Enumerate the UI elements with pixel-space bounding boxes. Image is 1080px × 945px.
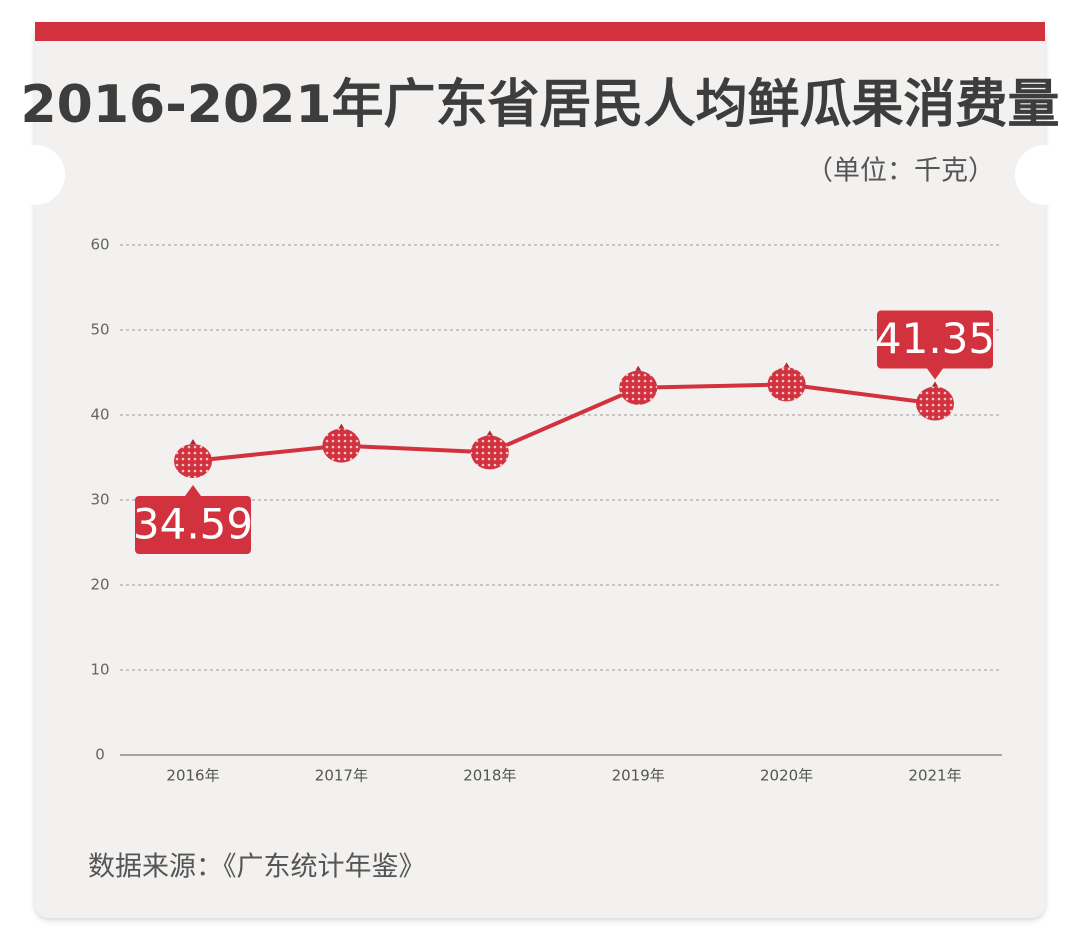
marker (767, 362, 806, 402)
marker (322, 423, 361, 463)
marker-texture (916, 386, 954, 421)
y-tick-label: 60 (90, 236, 109, 254)
label-pointer (927, 368, 943, 380)
line (192, 382, 936, 463)
x-tick-label: 2021年 (908, 767, 961, 785)
marker-stem (783, 362, 790, 368)
unit-label: （单位：千克） (806, 156, 995, 187)
marker-stem (932, 381, 938, 387)
marker-stem (635, 365, 642, 371)
top-bar (35, 22, 1045, 41)
x-tick-label: 2017年 (315, 767, 368, 785)
marker-texture (322, 428, 361, 463)
y-tick-label: 10 (90, 661, 109, 679)
x-tick-label: 2020年 (760, 767, 813, 785)
x-tick-label: 2019年 (612, 767, 665, 785)
marker-stem (338, 423, 345, 429)
notch (5, 145, 65, 205)
plot-area: 0 10 20 30 40 50 60 2016年 34.59 2017年 2018年 2019年 20… (90, 236, 1002, 785)
card (5, 22, 1075, 918)
x-tick-label: 2016年 (166, 767, 219, 785)
source: 数据来源：《广东统计年鉴》 (88, 852, 426, 883)
marker (174, 438, 212, 478)
data-label: 34.59 (133, 499, 253, 548)
marker-stem (486, 430, 493, 436)
marker-texture (174, 443, 212, 478)
card-background (35, 22, 1045, 918)
data-label: 41.35 (875, 314, 995, 363)
marker (470, 430, 509, 470)
marker-texture (767, 367, 806, 402)
label-pointer (185, 484, 201, 496)
marker (619, 365, 658, 405)
marker-stem (190, 438, 196, 444)
label-box (135, 495, 251, 554)
chart-title: 2016-2021年广东省居民人均鲜瓜果消费量 (20, 75, 1059, 135)
y-tick-label: 40 (90, 406, 109, 424)
y-tick-label: 20 (90, 576, 109, 594)
label-box (877, 310, 993, 369)
y-tick-label: 30 (90, 491, 109, 509)
x-tick-label: 2018年 (463, 767, 516, 785)
marker-texture (619, 370, 658, 405)
y-tick-label: 0 (95, 746, 105, 764)
marker-texture (470, 435, 509, 470)
marker (916, 381, 954, 421)
notch (1015, 145, 1075, 205)
y-tick-label: 50 (90, 321, 109, 339)
